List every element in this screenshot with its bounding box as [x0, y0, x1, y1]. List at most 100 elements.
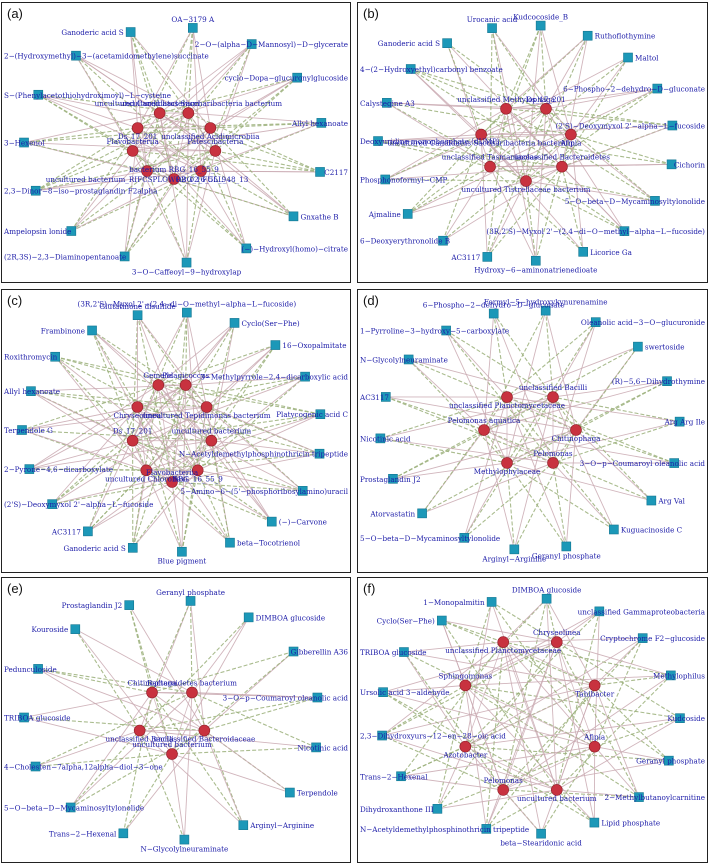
metabolite-node[interactable]	[509, 544, 520, 555]
metabolite-node[interactable]	[402, 209, 413, 219]
metabolite-node[interactable]	[594, 606, 605, 617]
metabolite-node[interactable]	[459, 533, 470, 543]
metabolite-node[interactable]	[30, 185, 41, 196]
metabolite-node[interactable]	[488, 308, 499, 319]
metabolite-node[interactable]	[405, 64, 416, 74]
metabolite-node[interactable]	[590, 317, 601, 327]
metabolite-node[interactable]	[225, 537, 235, 548]
metabolite-node[interactable]	[312, 692, 323, 703]
metabolite-node[interactable]	[315, 167, 325, 177]
metabolite-node[interactable]	[30, 761, 41, 772]
microbe-node[interactable]	[198, 724, 211, 737]
microbe-node[interactable]	[497, 636, 510, 648]
metabolite-node[interactable]	[285, 787, 295, 798]
metabolite-node[interactable]	[619, 226, 630, 236]
metabolite-node[interactable]	[634, 792, 644, 802]
metabolite-node[interactable]	[561, 541, 572, 552]
metabolite-node[interactable]	[482, 252, 493, 262]
metabolite-node[interactable]	[118, 828, 129, 839]
metabolite-node[interactable]	[373, 136, 383, 146]
microbe-node[interactable]	[501, 457, 513, 469]
microbe-node[interactable]	[556, 160, 568, 173]
microbe-node[interactable]	[146, 686, 158, 699]
metabolite-node[interactable]	[187, 23, 198, 33]
metabolite-node[interactable]	[229, 318, 240, 328]
microbe-node[interactable]	[570, 424, 582, 436]
microbe-node[interactable]	[459, 740, 472, 753]
metabolite-node[interactable]	[65, 802, 76, 813]
metabolite-node[interactable]	[238, 820, 249, 830]
microbe-node[interactable]	[200, 401, 213, 413]
metabolite-node[interactable]	[535, 20, 546, 31]
metabolite-node[interactable]	[441, 325, 451, 336]
microbe-node[interactable]	[547, 391, 559, 403]
metabolite-node[interactable]	[243, 612, 254, 623]
microbe-node[interactable]	[547, 457, 559, 469]
metabolite-node[interactable]	[633, 341, 643, 352]
metabolite-node[interactable]	[382, 98, 392, 108]
metabolite-node[interactable]	[181, 257, 192, 268]
microbe-node[interactable]	[126, 434, 139, 447]
microbe-node[interactable]	[520, 175, 532, 187]
microbe-node[interactable]	[191, 464, 204, 477]
metabolite-node[interactable]	[266, 516, 277, 527]
microbe-node[interactable]	[475, 128, 487, 141]
microbe-node[interactable]	[204, 122, 217, 134]
metabolite-node[interactable]	[578, 247, 589, 257]
metabolite-node[interactable]	[314, 448, 325, 459]
metabolite-node[interactable]	[288, 211, 299, 222]
microbe-node[interactable]	[478, 424, 490, 436]
metabolite-node[interactable]	[540, 305, 551, 316]
microbe-node[interactable]	[186, 686, 198, 699]
microbe-node[interactable]	[501, 391, 513, 403]
microbe-node[interactable]	[152, 379, 165, 391]
metabolite-node[interactable]	[674, 416, 685, 427]
metabolite-node[interactable]	[388, 474, 398, 484]
microbe-node[interactable]	[550, 636, 563, 648]
microbe-node[interactable]	[565, 128, 577, 141]
metabolite-node[interactable]	[33, 664, 43, 674]
microbe-node[interactable]	[168, 173, 180, 185]
metabolite-node[interactable]	[637, 633, 648, 643]
microbe-node[interactable]	[484, 160, 496, 173]
metabolite-node[interactable]	[662, 376, 672, 386]
microbe-node[interactable]	[550, 784, 563, 796]
metabolite-node[interactable]	[316, 118, 327, 128]
metabolite-node[interactable]	[675, 713, 685, 723]
metabolite-node[interactable]	[487, 23, 497, 33]
metabolite-node[interactable]	[375, 433, 386, 444]
metabolite-node[interactable]	[377, 730, 387, 741]
metabolite-node[interactable]	[300, 371, 310, 382]
metabolite-node[interactable]	[609, 524, 619, 535]
metabolite-node[interactable]	[437, 615, 447, 626]
metabolite-node[interactable]	[292, 72, 302, 83]
metabolite-node[interactable]	[666, 670, 676, 681]
microbe-node[interactable]	[459, 679, 472, 692]
metabolite-node[interactable]	[667, 120, 678, 131]
metabolite-node[interactable]	[315, 409, 326, 420]
metabolite-node[interactable]	[71, 50, 81, 61]
metabolite-node[interactable]	[50, 351, 60, 362]
microbe-node[interactable]	[540, 102, 552, 115]
microbe-node[interactable]	[209, 145, 222, 157]
metabolite-node[interactable]	[536, 828, 546, 839]
metabolite-node[interactable]	[24, 464, 35, 474]
metabolite-node[interactable]	[666, 159, 677, 170]
metabolite-node[interactable]	[47, 499, 57, 509]
metabolite-node[interactable]	[378, 687, 388, 697]
metabolite-node[interactable]	[646, 495, 657, 506]
metabolite-node[interactable]	[19, 137, 29, 148]
metabolite-node[interactable]	[311, 742, 321, 753]
metabolite-node[interactable]	[179, 834, 190, 845]
microbe-node[interactable]	[131, 401, 144, 413]
microbe-node[interactable]	[166, 748, 178, 760]
metabolite-node[interactable]	[417, 508, 427, 519]
microbe-node[interactable]	[153, 107, 166, 119]
metabolite-node[interactable]	[19, 712, 29, 723]
metabolite-node[interactable]	[442, 38, 452, 48]
metabolite-node[interactable]	[125, 27, 136, 37]
metabolite-node[interactable]	[650, 196, 660, 206]
metabolite-node[interactable]	[399, 647, 409, 657]
microbe-node[interactable]	[205, 434, 218, 447]
metabolite-node[interactable]	[589, 817, 600, 828]
